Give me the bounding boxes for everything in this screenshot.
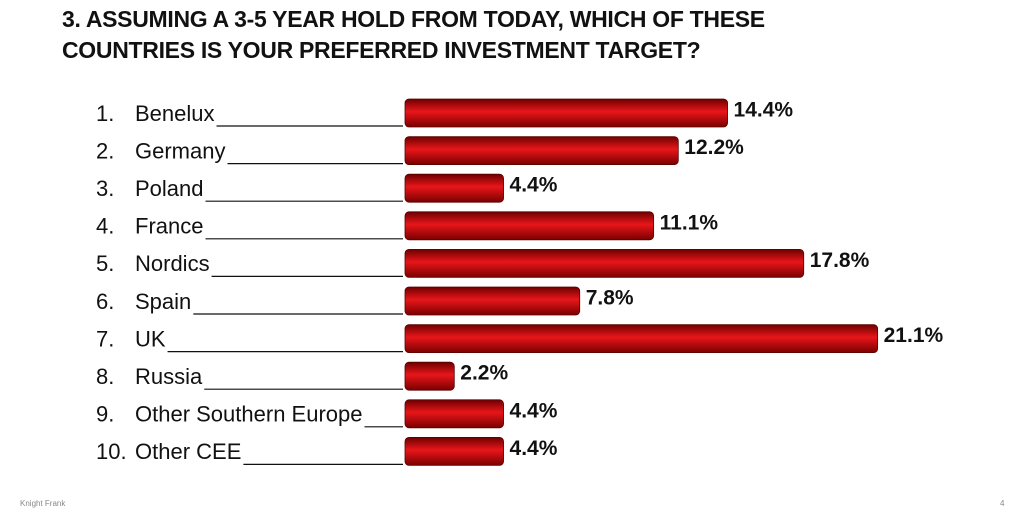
value-label: 4.4% xyxy=(510,437,558,460)
footer-brand: Knight Frank xyxy=(20,499,66,508)
bar xyxy=(404,136,679,166)
category-label: France xyxy=(135,214,203,239)
value-label: 4.4% xyxy=(510,399,558,422)
rank-label: 4. xyxy=(96,214,114,239)
bar xyxy=(404,211,655,241)
chart-title: 3. ASSUMING A 3-5 YEAR HOLD FROM TODAY, … xyxy=(62,6,765,63)
value-label: 21.1% xyxy=(884,324,944,347)
category-label: Spain xyxy=(135,289,191,314)
page-number: 4 xyxy=(1000,499,1005,508)
category-label: Germany xyxy=(135,138,225,163)
value-label: 12.2% xyxy=(684,136,744,159)
bar xyxy=(404,399,504,429)
category-label: Poland xyxy=(135,176,204,201)
category-label: Russia xyxy=(135,364,203,389)
category-label: Other Southern Europe xyxy=(135,402,362,427)
rank-label: 5. xyxy=(96,251,114,276)
value-label: 7.8% xyxy=(586,287,634,310)
rank-label: 7. xyxy=(96,326,114,351)
value-label: 4.4% xyxy=(510,174,558,197)
rank-label: 6. xyxy=(96,289,114,314)
bar xyxy=(404,248,805,278)
bar xyxy=(404,98,728,128)
category-label: Other CEE xyxy=(135,439,241,464)
bar xyxy=(404,324,879,354)
rank-label: 3. xyxy=(96,176,114,201)
bar xyxy=(404,173,504,203)
category-label: UK xyxy=(135,326,166,351)
value-label: 2.2% xyxy=(460,362,508,385)
rank-label: 1. xyxy=(96,101,114,126)
category-label: Nordics xyxy=(135,251,210,276)
value-label: 17.8% xyxy=(810,249,870,272)
rank-label: 9. xyxy=(96,402,114,427)
rank-label: 8. xyxy=(96,364,114,389)
rank-label: 2. xyxy=(96,138,114,163)
rank-label: 10. xyxy=(96,439,127,464)
bar xyxy=(404,436,504,466)
value-label: 11.1% xyxy=(660,211,719,234)
value-label: 14.4% xyxy=(734,99,794,122)
category-label: Benelux xyxy=(135,101,215,126)
bar xyxy=(404,286,581,316)
bar xyxy=(404,361,455,391)
